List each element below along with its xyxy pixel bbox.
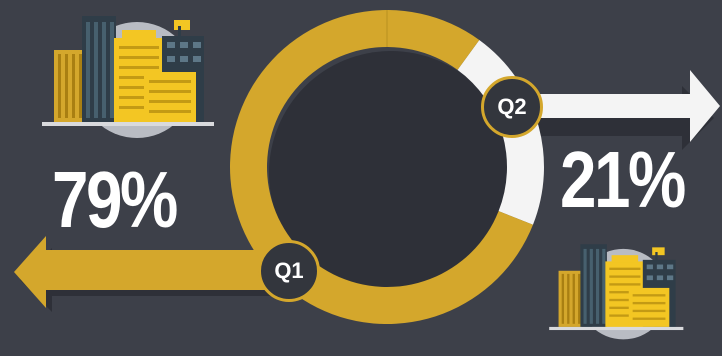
value-label-q1: 79% — [52, 155, 178, 244]
donut-slice-q2 — [457, 39, 544, 225]
value-label-q2: 21% — [560, 135, 686, 224]
donut-inner-shadow — [269, 51, 513, 295]
badge-q2: Q2 — [481, 76, 543, 138]
city-illustration-q2 — [549, 244, 684, 340]
city-illustration-q1 — [42, 16, 214, 138]
arrow-right-icon — [514, 70, 720, 150]
arrow-left-icon — [14, 236, 296, 312]
donut-ring — [230, 10, 544, 324]
badge-q1: Q1 — [258, 240, 320, 302]
